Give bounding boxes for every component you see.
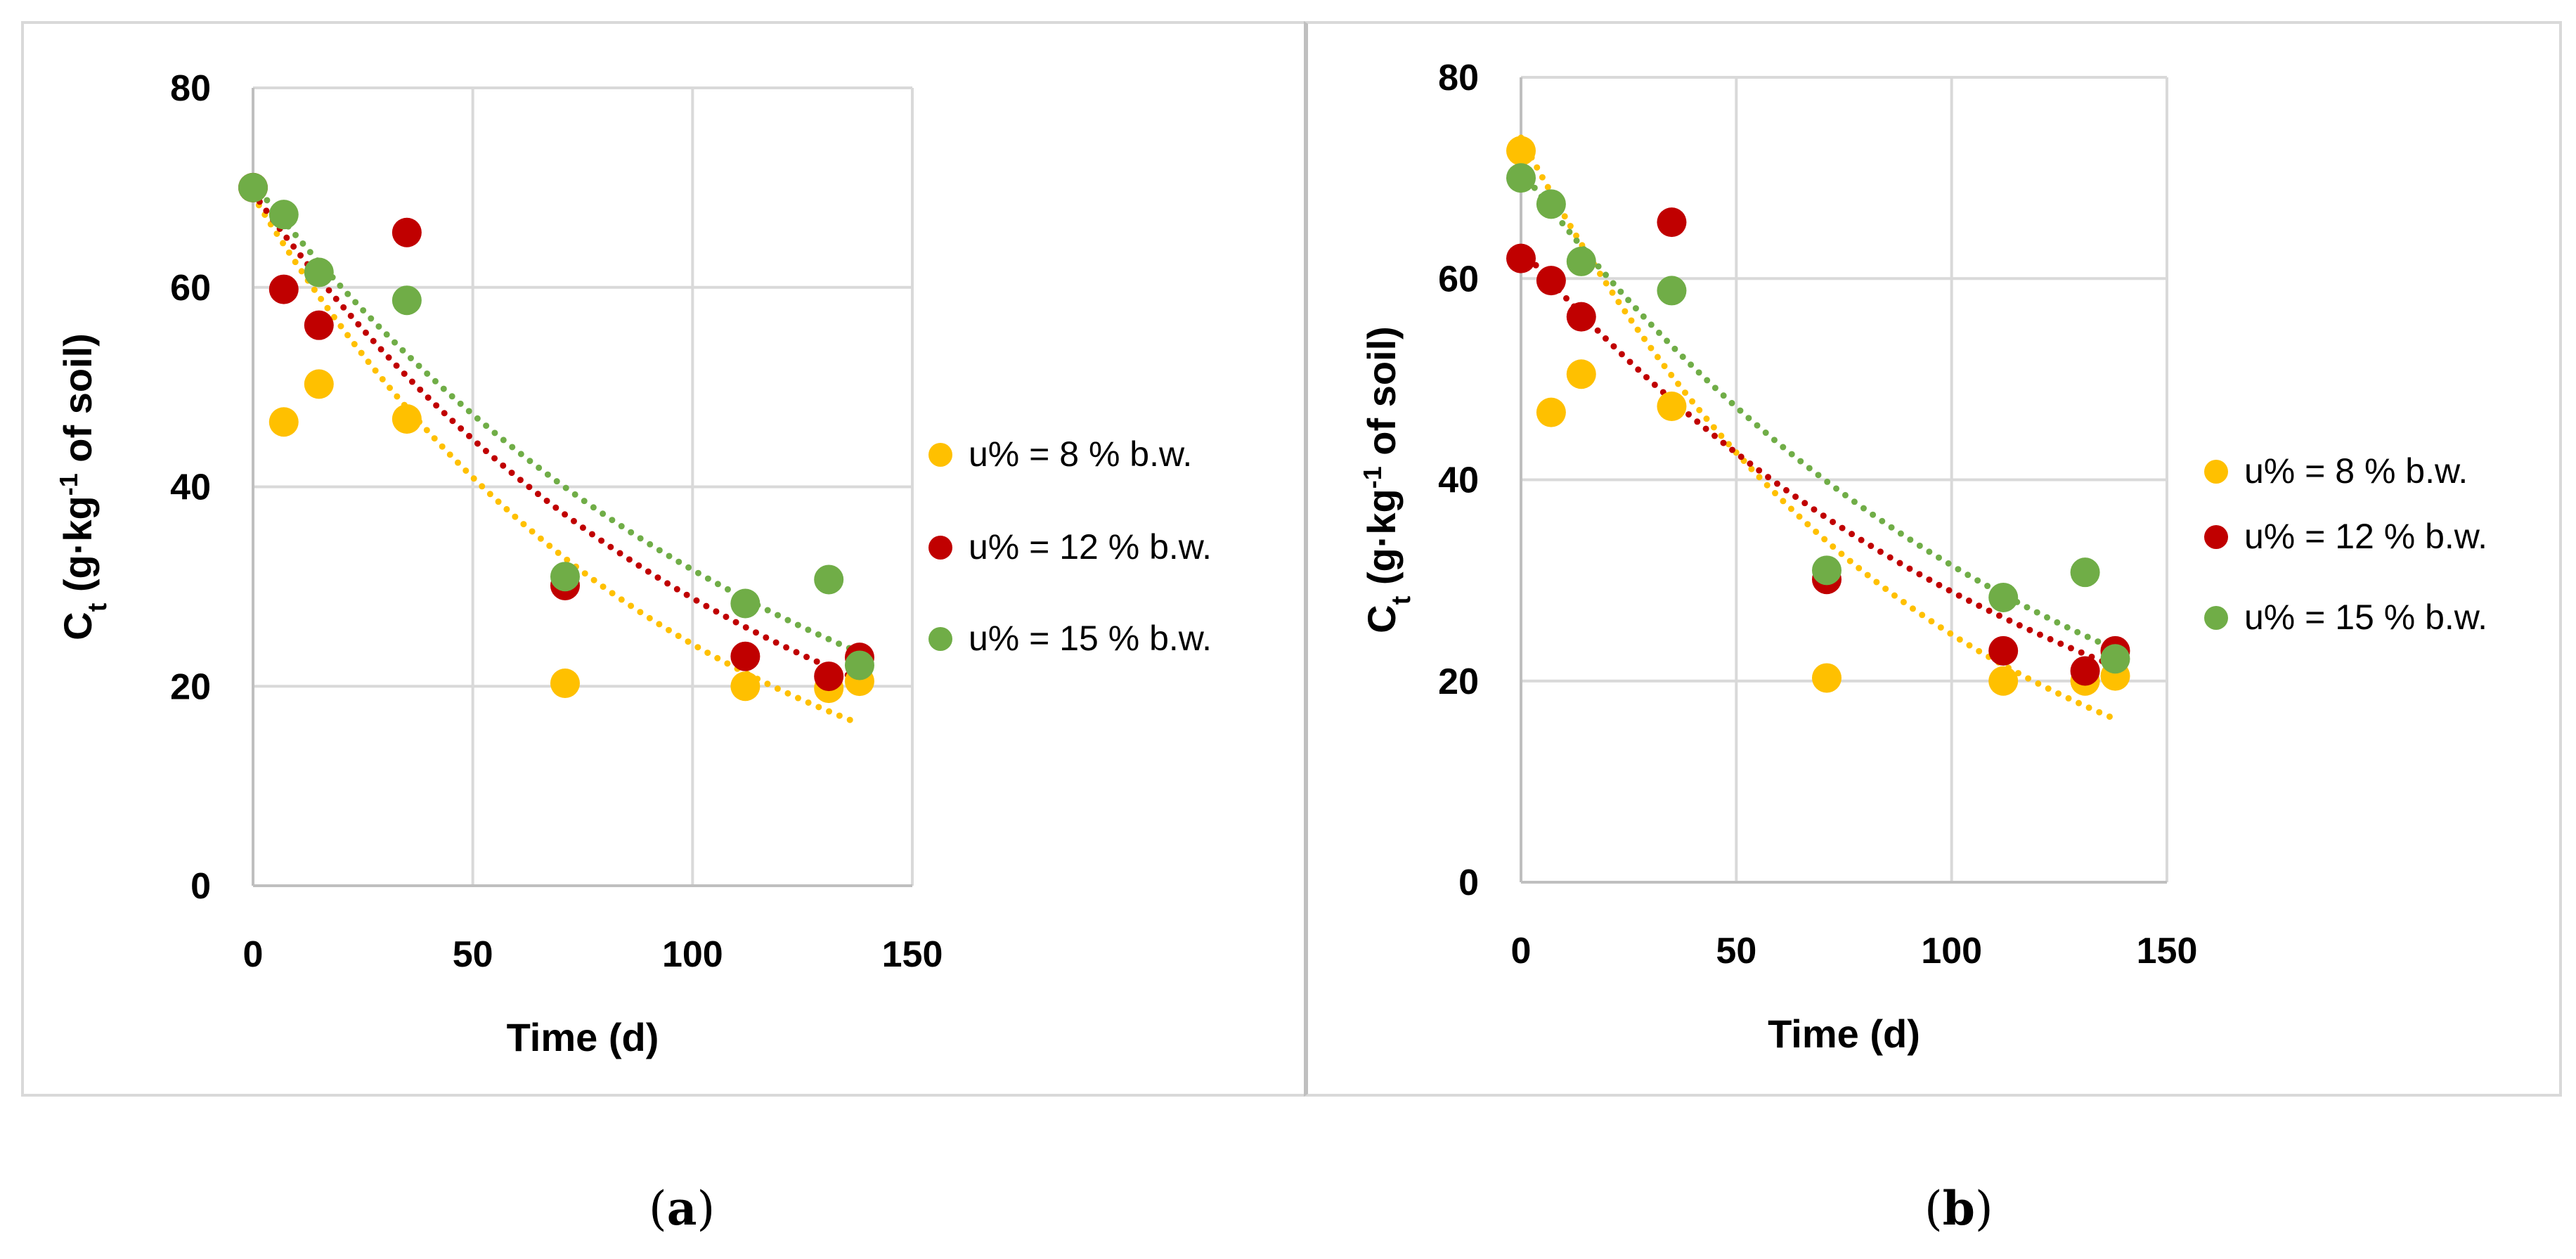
data-point-series-1 bbox=[1988, 666, 2019, 696]
legend-marker-series-1 bbox=[2204, 460, 2228, 484]
y-tick-label: 40 bbox=[170, 467, 211, 508]
y-axis-title-part: -1 bbox=[1358, 466, 1387, 489]
data-point-series-1 bbox=[730, 671, 760, 702]
data-point-series-1 bbox=[304, 369, 334, 399]
legend-marker-series-3 bbox=[928, 627, 952, 651]
y-tick-label: 80 bbox=[1438, 58, 1479, 98]
y-axis-title-part: C bbox=[56, 612, 100, 640]
y-tick-label: 80 bbox=[170, 68, 211, 109]
data-point-series-3 bbox=[2100, 644, 2130, 674]
data-point-series-1 bbox=[1566, 359, 1596, 389]
data-point-series-1 bbox=[1811, 663, 1842, 693]
legend-marker-series-2 bbox=[2204, 525, 2228, 549]
y-axis-title-part: t bbox=[1387, 595, 1416, 605]
y-tick-label: 20 bbox=[170, 666, 211, 707]
x-tick-label: 150 bbox=[882, 934, 943, 975]
y-axis-title-part: C bbox=[1359, 605, 1404, 633]
chart-a: 0 20 40 60 80 0 50 100 150 Time (d) Ct (g·kg-1 of … bbox=[54, 68, 1212, 1059]
x-tick-label: 50 bbox=[453, 934, 493, 975]
data-point-series-3 bbox=[730, 588, 760, 619]
data-point-series-3 bbox=[814, 564, 844, 595]
legend-label-series-3: u% = 15 % b.w. bbox=[2244, 598, 2487, 637]
y-tick-label: 60 bbox=[170, 268, 211, 309]
data-point-series-3 bbox=[550, 562, 580, 592]
y-axis-title-part: (g·kg bbox=[1359, 489, 1404, 595]
x-tick-label: 0 bbox=[243, 934, 264, 975]
legend-label-series-1: u% = 8 % b.w. bbox=[969, 434, 1192, 474]
caption-a: (a) bbox=[649, 1181, 716, 1236]
data-point-series-3 bbox=[1988, 582, 2019, 612]
y-axis-title-part: t bbox=[83, 602, 112, 612]
data-point-series-3 bbox=[268, 200, 299, 230]
data-point-series-2 bbox=[2070, 656, 2100, 686]
y-axis-title-part: (g·kg bbox=[56, 496, 100, 602]
x-axis-title: Time (d) bbox=[507, 1015, 659, 1059]
data-point-series-2 bbox=[1506, 243, 1536, 273]
data-point-series-1 bbox=[391, 404, 422, 434]
data-point-series-3 bbox=[304, 257, 334, 288]
legend-marker-series-1 bbox=[928, 443, 952, 467]
data-point-series-1 bbox=[1657, 392, 1687, 422]
legend-label-series-2: u% = 12 % b.w. bbox=[969, 527, 1212, 567]
x-tick-label: 150 bbox=[2137, 931, 2198, 971]
y-tick-label: 60 bbox=[1438, 259, 1479, 299]
data-point-series-3 bbox=[844, 650, 874, 680]
x-tick-label: 100 bbox=[1921, 931, 1982, 971]
trendline-series-1 bbox=[250, 192, 863, 727]
y-axis-title-part: of soil) bbox=[56, 333, 100, 473]
legend-label-series-3: u% = 15 % b.w. bbox=[969, 619, 1212, 658]
trendline-series-2 bbox=[250, 189, 863, 683]
data-point-series-3 bbox=[1811, 555, 1842, 586]
caption-b: (b) bbox=[1924, 1181, 1993, 1236]
legend-marker-series-2 bbox=[928, 536, 952, 560]
data-point-series-2 bbox=[1566, 302, 1596, 332]
legend-label-series-2: u% = 12 % b.w. bbox=[2244, 517, 2487, 556]
data-point-series-2 bbox=[1657, 207, 1687, 238]
data-point-series-3 bbox=[1657, 276, 1687, 306]
data-point-series-2 bbox=[268, 274, 299, 304]
y-axis-title: Ct (g·kg-1 of soil) bbox=[54, 333, 113, 640]
data-point-series-2 bbox=[1536, 266, 1566, 296]
data-point-series-3 bbox=[1566, 246, 1596, 276]
y-axis-title: Ct (g·kg-1 of soil) bbox=[1358, 326, 1417, 633]
y-axis-title-part: -1 bbox=[54, 473, 83, 496]
y-tick-label: 40 bbox=[1438, 460, 1479, 501]
data-point-series-2 bbox=[304, 310, 334, 340]
data-point-series-1 bbox=[268, 407, 299, 437]
data-point-series-3 bbox=[1506, 163, 1536, 193]
chart-panel-b bbox=[1304, 21, 2562, 1097]
y-tick-label: 20 bbox=[1438, 661, 1479, 702]
legend-label-series-1: u% = 8 % b.w. bbox=[2244, 451, 2468, 491]
data-point-series-1 bbox=[550, 668, 580, 698]
legend-marker-series-3 bbox=[2204, 606, 2228, 630]
data-point-series-2 bbox=[391, 217, 422, 247]
y-tick-label: 0 bbox=[190, 866, 211, 907]
data-point-series-2 bbox=[814, 661, 844, 692]
data-point-series-3 bbox=[391, 285, 422, 316]
data-point-series-2 bbox=[1988, 635, 2019, 666]
y-axis-title-part: of soil) bbox=[1359, 326, 1404, 466]
data-point-series-1 bbox=[1536, 397, 1566, 427]
data-point-series-2 bbox=[730, 641, 760, 671]
x-axis-title: Time (d) bbox=[1768, 1012, 1920, 1056]
trendline-series-2 bbox=[1517, 245, 2118, 670]
data-point-series-1 bbox=[1506, 136, 1536, 166]
trendline-series-1 bbox=[1517, 134, 2118, 723]
x-tick-label: 0 bbox=[1511, 931, 1532, 971]
data-point-series-3 bbox=[238, 172, 268, 202]
x-tick-label: 50 bbox=[1716, 931, 1756, 971]
chart-b: 0 20 40 60 80 0 50 100 150 Time (d) Ct (g·kg-1 of … bbox=[1358, 58, 2488, 1056]
x-tick-label: 100 bbox=[662, 934, 723, 975]
y-tick-label: 0 bbox=[1458, 863, 1479, 903]
data-point-series-3 bbox=[2070, 557, 2100, 588]
data-point-series-3 bbox=[1536, 189, 1566, 219]
